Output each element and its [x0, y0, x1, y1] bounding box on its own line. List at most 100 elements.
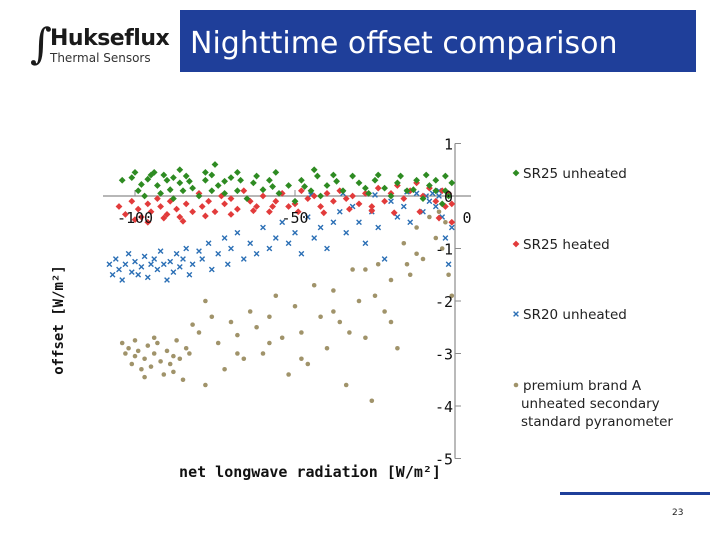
footer-divider: [560, 492, 710, 495]
data-point: [445, 192, 452, 200]
data-point: [404, 261, 410, 267]
data-point: [273, 293, 279, 299]
data-point: [148, 364, 154, 369]
data-point: [253, 172, 260, 180]
data-point: [419, 195, 427, 203]
legend-label: SR25 heated: [523, 237, 610, 253]
data-point: [253, 250, 260, 257]
data-point: [196, 248, 202, 255]
data-point: [141, 253, 148, 260]
y-tick-label: -3: [435, 346, 453, 364]
data-point: [145, 343, 151, 348]
data-point: [397, 172, 404, 180]
data-point: [298, 187, 305, 195]
data-point: [363, 267, 368, 272]
data-point: [260, 351, 266, 356]
data-point: [176, 179, 184, 187]
y-tick-label: -2: [435, 293, 453, 311]
data-point: [272, 168, 280, 176]
data-point: [218, 192, 225, 200]
data-point: [228, 245, 234, 252]
data-point: [186, 271, 193, 278]
data-point: [269, 203, 276, 210]
data-point: [426, 198, 433, 205]
data-point: [189, 261, 196, 268]
data-point: [128, 269, 135, 276]
data-point: [426, 182, 433, 189]
data-point: [144, 200, 152, 208]
data-point: [427, 214, 432, 220]
data-point: [195, 192, 203, 200]
data-point: [247, 240, 254, 247]
data-point: [160, 261, 167, 268]
data-point: [161, 372, 167, 377]
data-point: [279, 219, 286, 226]
logo: ∫ Hukseflux Thermal Sensors: [30, 22, 180, 72]
data-point: [138, 181, 145, 188]
data-point: [224, 261, 231, 268]
y-axis-label: offset [W/m²]: [51, 265, 67, 375]
data-point: [151, 351, 157, 356]
data-point: [209, 314, 215, 320]
data-point: [227, 195, 235, 203]
data-point: [171, 353, 176, 359]
data-point: [267, 314, 272, 320]
y-tick-label: -5: [435, 451, 453, 469]
y-tick-label: 0: [444, 188, 453, 206]
data-point: [342, 195, 350, 203]
data-point: [115, 203, 123, 210]
data-point: [436, 193, 442, 199]
data-point: [174, 338, 179, 343]
data-point: [144, 218, 152, 226]
data-point: [279, 335, 285, 341]
data-point: [151, 256, 158, 262]
data-point: [414, 251, 419, 257]
data-point: [132, 353, 138, 359]
data-point: [211, 208, 219, 216]
data-point: [167, 361, 173, 367]
data-point: [413, 190, 420, 197]
data-point: [356, 219, 362, 226]
data-point: [119, 340, 125, 346]
data-point: [387, 192, 395, 200]
data-point: [119, 277, 126, 283]
data-point: [148, 261, 154, 268]
legend-entry: SR20 unheated: [513, 307, 627, 323]
data-point: [448, 218, 456, 226]
data-point: [177, 356, 183, 362]
data-point: [135, 348, 141, 354]
data-point: [186, 177, 193, 185]
data-point: [394, 214, 401, 220]
legend-label: SR25 unheated: [523, 166, 627, 182]
data-point: [173, 250, 180, 257]
data-point: [343, 382, 349, 388]
data-point: [435, 214, 443, 222]
data-point: [202, 212, 209, 220]
data-point: [388, 319, 394, 325]
data-point: [395, 345, 400, 351]
legend-marker: [512, 169, 520, 177]
data-point: [304, 214, 311, 220]
data-point: [362, 240, 369, 247]
data-point: [266, 208, 273, 216]
data-point: [128, 197, 136, 205]
data-point: [320, 209, 328, 217]
data-point: [176, 166, 184, 174]
data-point: [368, 203, 376, 210]
data-point: [374, 184, 382, 192]
data-point: [116, 266, 122, 273]
data-point: [355, 200, 363, 208]
data-point: [166, 197, 174, 205]
data-point: [324, 245, 330, 252]
legend-label: SR20 unheated: [523, 307, 627, 323]
data-point: [446, 272, 451, 278]
data-point: [259, 192, 267, 200]
data-point: [292, 229, 298, 236]
data-point: [164, 348, 170, 354]
data-point: [189, 208, 196, 216]
data-point: [190, 322, 195, 327]
data-point: [363, 335, 368, 341]
data-point: [323, 189, 331, 197]
